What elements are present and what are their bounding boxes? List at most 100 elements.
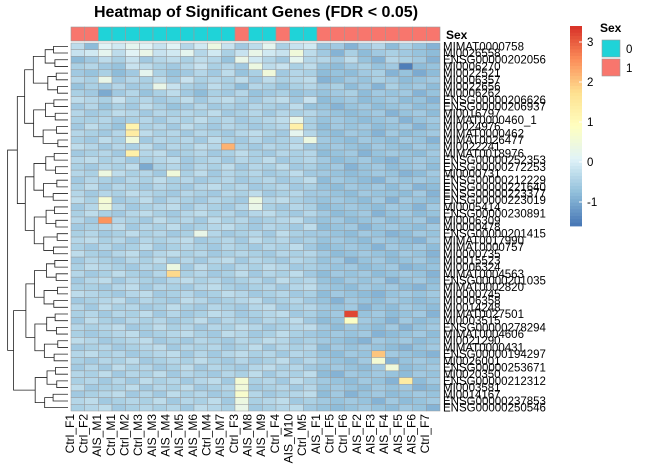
heatmap-cell (125, 143, 140, 151)
heatmap-cell (357, 196, 372, 204)
heatmap-cell (70, 109, 85, 117)
heatmap-cell (330, 210, 345, 218)
heatmap-cell (357, 243, 372, 251)
heatmap-cell (98, 102, 113, 111)
heatmap-cell (125, 176, 140, 184)
heatmap-cell (111, 156, 126, 164)
heatmap-cell (289, 343, 304, 352)
heatmap-cell (98, 303, 113, 311)
heatmap-cell (234, 69, 249, 77)
heatmap-cell (371, 136, 386, 144)
column-label: AIS_M7 (213, 414, 227, 457)
heatmap-cell (221, 290, 236, 298)
heatmap-cell (207, 62, 222, 71)
heatmap-cell (262, 390, 277, 398)
heatmap-cell (357, 303, 372, 311)
heatmap-cell (426, 350, 441, 358)
color-scale-segment (570, 159, 582, 164)
column-label: AIS_M4 (159, 414, 173, 457)
dendrogram-branch (53, 300, 68, 308)
row-label: MI0000478 (443, 222, 501, 234)
heatmap-cell (398, 263, 413, 271)
heatmap-cell (262, 236, 277, 244)
heatmap-cell (303, 303, 318, 311)
heatmap-cell (330, 223, 345, 231)
heatmap-cell (330, 123, 345, 131)
color-scale-segment (570, 119, 582, 124)
heatmap-cell (289, 303, 304, 311)
heatmap-cell (152, 210, 167, 218)
heatmap-cell (426, 116, 441, 124)
column-label: AIS_F3 (364, 414, 378, 454)
heatmap-cell (262, 49, 277, 57)
row-label: MIMAT0000462 (443, 128, 524, 140)
heatmap-cell (111, 149, 126, 157)
heatmap-cell (193, 283, 208, 291)
heatmap-cell (316, 156, 331, 164)
heatmap-cell (426, 390, 441, 398)
heatmap-cell (316, 169, 331, 178)
heatmap-cell (166, 390, 181, 398)
heatmap-cell (262, 156, 277, 164)
heatmap-cell (426, 370, 441, 378)
heatmap-cell (193, 390, 208, 398)
heatmap-cell (139, 270, 154, 278)
row-label: MI0024976 (443, 122, 501, 134)
heatmap-cell (412, 343, 427, 352)
heatmap-cell (111, 116, 126, 124)
heatmap-cell (152, 109, 167, 117)
heatmap-cell (84, 189, 99, 198)
heatmap-cell (303, 343, 318, 352)
heatmap-cell (152, 136, 167, 144)
heatmap-cell (152, 116, 167, 124)
heatmap-cell (180, 263, 195, 271)
heatmap-cell (221, 404, 236, 412)
heatmap-cell (111, 143, 126, 151)
dendrogram-branch (55, 166, 68, 174)
heatmap-cell (193, 223, 208, 231)
heatmap-cell (330, 323, 345, 331)
heatmap-cell (125, 42, 140, 50)
heatmap-cell (125, 89, 140, 97)
heatmap-cell (412, 276, 427, 285)
heatmap-cell (330, 363, 345, 372)
heatmap-cell (152, 383, 167, 392)
heatmap-cell (262, 243, 277, 251)
heatmap-cell (180, 404, 195, 412)
heatmap-cell (166, 156, 181, 164)
heatmap-cell (316, 203, 331, 211)
heatmap-cell (139, 243, 154, 251)
annotation-cell (111, 26, 126, 42)
heatmap-cell (139, 149, 154, 157)
heatmap-cell (70, 317, 85, 325)
heatmap-cell (385, 210, 400, 218)
heatmap-cell (357, 62, 372, 71)
heatmap-cell (398, 243, 413, 251)
heatmap-cell (139, 176, 154, 184)
heatmap-cell (371, 283, 386, 291)
heatmap-cell (207, 357, 222, 365)
heatmap-cell (316, 183, 331, 191)
heatmap-cell (371, 263, 386, 271)
heatmap-cell (152, 397, 167, 405)
heatmap-cell (125, 370, 140, 378)
heatmap-cell (125, 69, 140, 77)
color-scale-segment (570, 139, 582, 144)
heatmap-cell (125, 189, 140, 198)
heatmap-cell (180, 149, 195, 157)
heatmap-cell (248, 76, 263, 84)
heatmap-cell (98, 96, 113, 104)
heatmap-cell (180, 363, 195, 372)
heatmap-cell (111, 290, 126, 298)
heatmap-cell (344, 297, 359, 305)
heatmap-cell (180, 156, 195, 164)
heatmap-cell (398, 169, 413, 178)
heatmap-cell (125, 276, 140, 285)
heatmap-cell (357, 297, 372, 305)
heatmap-cell (111, 109, 126, 117)
heatmap-cell (84, 350, 99, 358)
heatmap-cell (371, 323, 386, 331)
heatmap-cell (385, 109, 400, 117)
annotation-cell (303, 26, 318, 42)
